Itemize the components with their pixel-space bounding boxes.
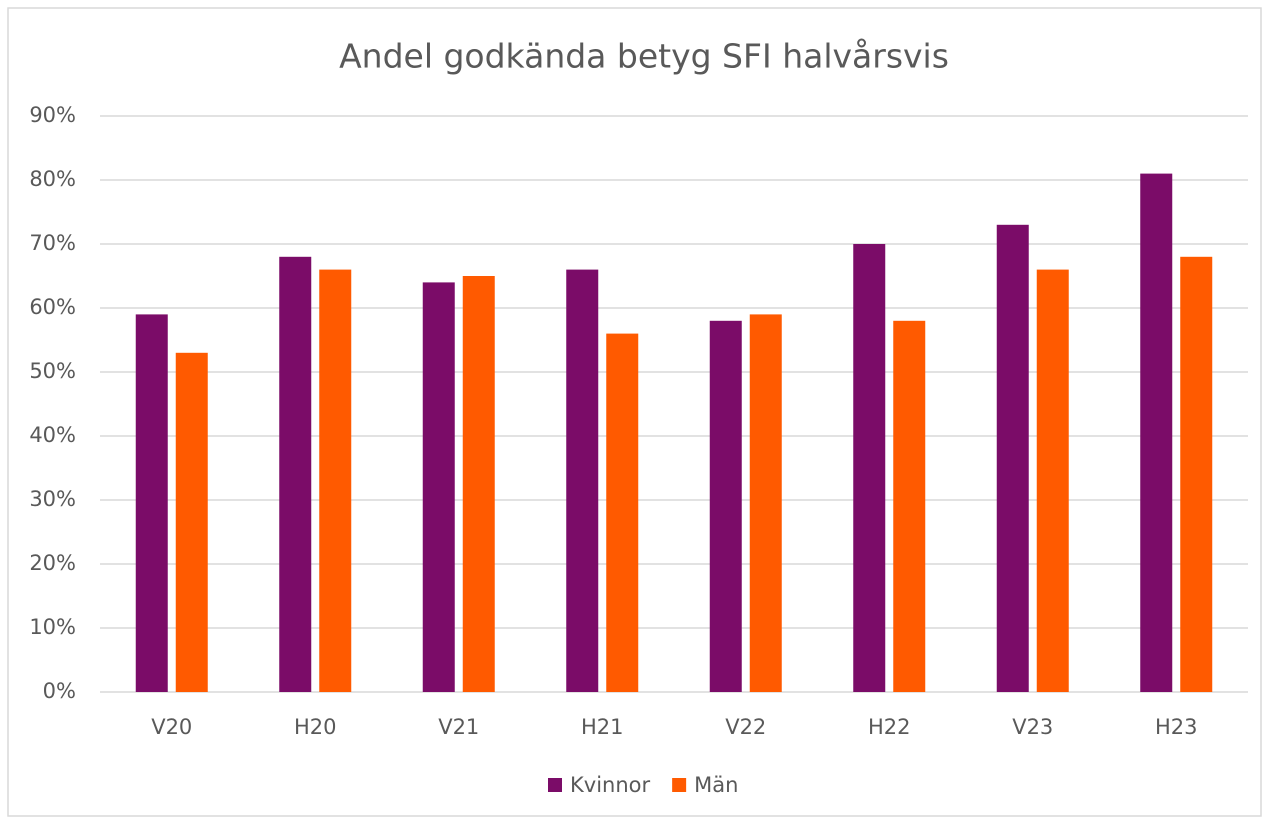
bar (566, 269, 599, 692)
bar (996, 224, 1029, 693)
y-tick-label: 40% (29, 423, 76, 447)
bar (893, 320, 926, 692)
bar (749, 314, 782, 692)
y-tick-label: 0% (43, 679, 76, 703)
x-tick-label: V21 (438, 715, 479, 739)
legend-label: Män (694, 773, 738, 797)
y-tick-label: 30% (29, 487, 76, 511)
bar (462, 276, 495, 692)
x-tick-label: V22 (725, 715, 766, 739)
x-tick-label: V20 (151, 715, 192, 739)
y-tick-label: 10% (29, 615, 76, 639)
x-tick-label: V23 (1012, 715, 1053, 739)
bar (1140, 173, 1173, 693)
bar (175, 352, 208, 692)
bar (853, 244, 886, 692)
x-tick-label: H22 (868, 715, 911, 739)
y-tick-label: 80% (29, 167, 76, 191)
x-tick-label: H21 (581, 715, 624, 739)
x-tick-label: H23 (1155, 715, 1198, 739)
x-tick-label: H20 (294, 715, 337, 739)
y-tick-label: 50% (29, 359, 76, 383)
bar (1036, 269, 1069, 692)
bar (279, 256, 312, 692)
legend-label: Kvinnor (570, 773, 651, 797)
y-tick-label: 90% (29, 103, 76, 127)
legend-swatch (548, 778, 562, 792)
chart-title: Andel godkända betyg SFI halvårsvis (339, 37, 949, 76)
bar (422, 282, 455, 692)
y-tick-label: 20% (29, 551, 76, 575)
bar (319, 269, 352, 692)
bar (606, 333, 639, 692)
legend-swatch (672, 778, 687, 792)
bar (709, 320, 742, 692)
bar (135, 314, 168, 692)
y-tick-label: 70% (29, 231, 76, 255)
bar (1180, 256, 1213, 692)
y-tick-label: 60% (29, 295, 76, 319)
